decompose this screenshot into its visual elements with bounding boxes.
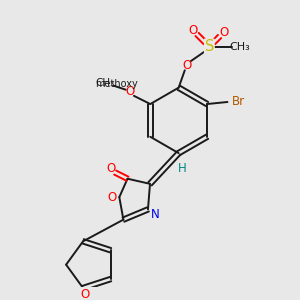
- Text: N: N: [151, 208, 160, 221]
- Text: O: O: [80, 288, 90, 300]
- Text: O: O: [107, 190, 117, 204]
- Text: CH₃: CH₃: [96, 77, 115, 88]
- Text: O: O: [219, 26, 228, 39]
- Text: O: O: [182, 59, 191, 72]
- Text: O: O: [125, 85, 134, 98]
- Text: CH₃: CH₃: [230, 42, 250, 52]
- Text: S: S: [205, 39, 214, 54]
- Text: O: O: [106, 162, 116, 175]
- Text: O: O: [188, 24, 198, 37]
- Text: H: H: [178, 162, 187, 175]
- Text: methoxy: methoxy: [95, 79, 138, 88]
- Text: Br: Br: [232, 95, 245, 109]
